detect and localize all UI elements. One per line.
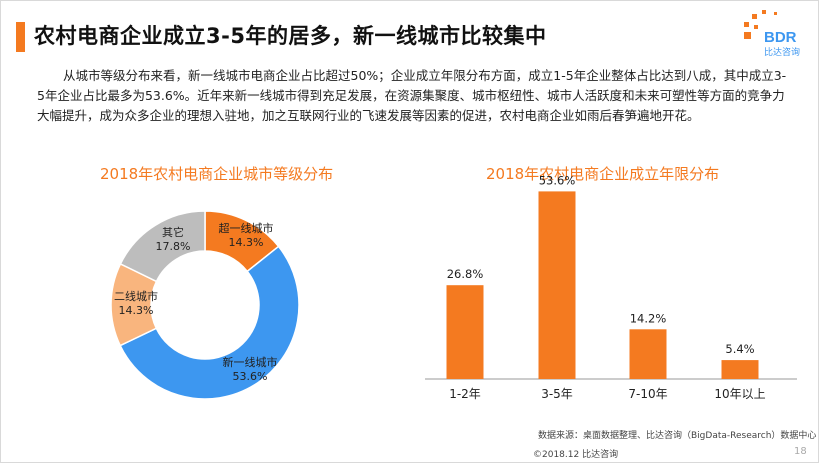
pie-slice-label: 其它 [162, 225, 184, 239]
pie-chart-title: 2018年农村电商企业城市等级分布 [100, 165, 334, 183]
pie-slice-value: 14.3% [229, 236, 264, 249]
pie-slice-4 [119, 210, 206, 283]
pie-slice-value: 14.3% [119, 304, 154, 317]
pie-slice-2 [119, 245, 300, 400]
page-title: 农村电商企业成立3-5年的居多，新一线城市比较集中 [34, 24, 547, 48]
copyright-note: ©2018.12 比达咨询 [533, 450, 619, 460]
bar-category-label: 3-5年 [541, 387, 573, 401]
logo-text: BDR [764, 29, 797, 46]
bar-1 [446, 285, 484, 379]
page-number: 18 [794, 446, 807, 457]
bar-category-label: 1-2年 [449, 387, 481, 401]
pie-slice-value: 17.8% [156, 240, 191, 253]
pie-slice-label: 超一线城市 [219, 221, 274, 235]
bar-value-label: 26.8% [447, 267, 484, 281]
pie-slice-label: 新一线城市 [223, 355, 278, 369]
bar-value-label: 53.6% [539, 173, 576, 187]
bar-2 [538, 191, 576, 379]
logo-subtext: 比达咨询 [764, 46, 800, 58]
pie-slice-label: 二线城市 [114, 289, 158, 303]
bar-category-label: 10年以上 [714, 387, 765, 401]
title-accent-bar [16, 22, 25, 52]
bdr-logo-icon: BDR 比达咨询 [744, 10, 800, 58]
bar-chart-title: 2018年农村电商企业成立年限分布 [486, 165, 720, 183]
bar-3 [629, 329, 667, 379]
bar-value-label: 5.4% [725, 342, 754, 356]
bar-category-label: 7-10年 [628, 387, 667, 401]
pie-slice-value: 53.6% [233, 370, 268, 383]
bar-4 [721, 360, 759, 379]
data-source-note: 数据来源：桌面数据整理、比达咨询（BigData-Research）数据中心 [538, 431, 817, 441]
bar-value-label: 14.2% [630, 311, 667, 325]
summary-paragraph: 从城市等级分布来看，新一线城市电商企业占比超过50%；企业成立年限分布方面，成立… [37, 66, 787, 126]
summary-text: 从城市等级分布来看，新一线城市电商企业占比超过50%；企业成立年限分布方面，成立… [37, 68, 787, 123]
